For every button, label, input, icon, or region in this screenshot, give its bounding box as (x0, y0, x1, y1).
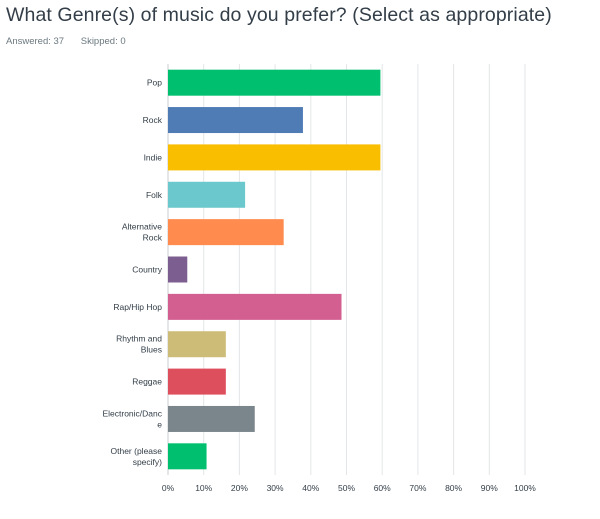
x-tick-label: 100% (514, 483, 536, 493)
answered-count: Answered: 37 (6, 36, 65, 47)
category-label: Alternative Rock (122, 222, 163, 243)
bar[interactable] (168, 144, 381, 171)
category-label: Indie (144, 152, 163, 162)
x-tick-label: 90% (481, 483, 498, 493)
category-label: Folk (146, 190, 163, 200)
x-tick-label: 30% (267, 483, 284, 493)
skipped-count: Skipped: 0 (80, 36, 126, 47)
category-labels: Pop Rock Indie Folk Alternative Rock Country Ra… (102, 78, 162, 467)
bar[interactable] (168, 443, 207, 470)
x-axis-ticks: 0% 10% 20% 30% 40% 50% 60% 70% 80% 90% 100% (162, 483, 536, 493)
category-label: Rock (143, 115, 163, 125)
bar[interactable] (168, 331, 226, 358)
x-tick-label: 0% (162, 483, 175, 493)
bar[interactable] (168, 405, 255, 432)
bars (168, 69, 381, 470)
bar[interactable] (168, 107, 303, 134)
x-tick-label: 60% (374, 483, 391, 493)
bar[interactable] (168, 219, 284, 246)
x-tick-label: 70% (409, 483, 426, 493)
bar[interactable] (168, 368, 226, 395)
category-label: Rap/Hip Hop (113, 302, 162, 312)
category-label: Pop (147, 78, 162, 88)
category-label: Electronic/Danc e (102, 408, 162, 429)
x-tick-label: 10% (195, 483, 212, 493)
category-label: Reggae (132, 377, 162, 387)
bar[interactable] (168, 293, 342, 320)
x-tick-label: 40% (302, 483, 319, 493)
category-label: Country (132, 265, 163, 275)
x-tick-label: 50% (338, 483, 355, 493)
bar[interactable] (168, 181, 246, 208)
bar[interactable] (168, 69, 381, 96)
response-stats: Answered: 37 Skipped: 0 (6, 36, 140, 47)
x-tick-label: 80% (445, 483, 462, 493)
bar[interactable] (168, 256, 188, 283)
question-title: What Genre(s) of music do you prefer? (S… (6, 4, 552, 26)
category-label: Rhythm and Blues (116, 334, 162, 355)
x-tick-label: 20% (231, 483, 248, 493)
category-label: Other (please specify) (111, 446, 163, 467)
